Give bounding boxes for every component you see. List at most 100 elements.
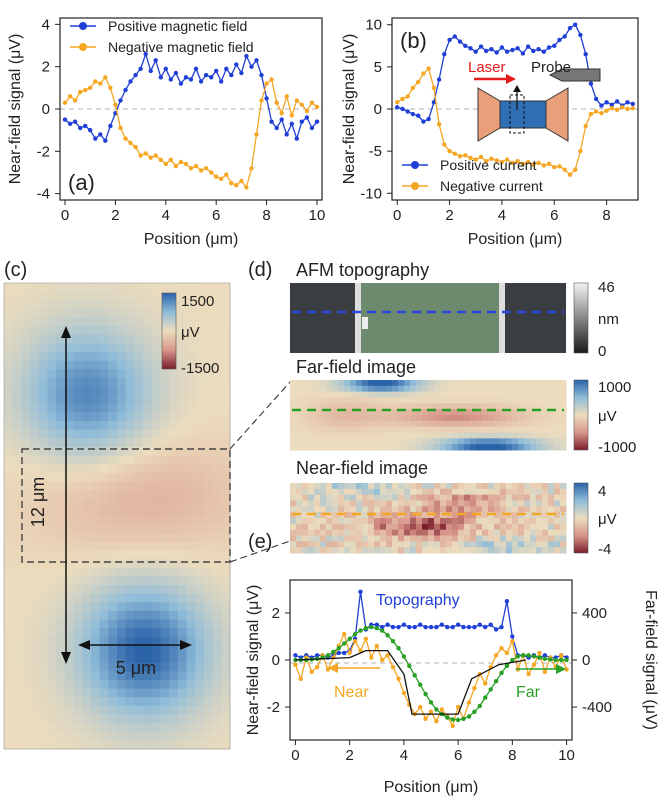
heatmap-cell [542, 512, 549, 519]
heatmap-cell [494, 409, 501, 416]
heatmap-cell [326, 512, 333, 519]
heatmap-cell [82, 498, 92, 508]
heatmap-cell [203, 550, 214, 560]
heatmap-cell [117, 429, 127, 439]
heatmap-cell [143, 507, 153, 517]
heatmap-cell [195, 490, 205, 500]
data-point [416, 79, 421, 85]
heatmap-cell [134, 516, 144, 526]
heatmap-cell [160, 464, 170, 474]
heatmap-cell [398, 518, 405, 525]
heatmap-cell [308, 432, 315, 439]
heatmap-cell [470, 380, 477, 387]
data-point [163, 161, 168, 167]
heatmap-cell [134, 723, 144, 733]
data-point [143, 51, 148, 57]
heatmap-cell [464, 518, 471, 525]
heatmap-cell [108, 429, 118, 439]
heatmap-cell [554, 403, 561, 410]
heatmap-cell [374, 432, 381, 439]
heatmap-cell [356, 494, 363, 501]
heatmap-cell [422, 518, 429, 525]
heatmap-cell [464, 409, 471, 416]
heatmap-cell [212, 291, 222, 301]
heatmap-cell [38, 714, 48, 724]
heatmap-cell [464, 385, 471, 393]
heatmap-cell [47, 550, 57, 560]
data-point [314, 119, 320, 124]
heatmap-cell [314, 500, 321, 507]
heatmap-cell [368, 483, 375, 490]
data-point [78, 125, 83, 131]
heatmap-cell [47, 403, 57, 413]
heatmap-cell [90, 446, 101, 457]
heatmap-cell [296, 529, 303, 536]
heatmap-cell [134, 308, 144, 319]
heatmap-cell [440, 512, 447, 519]
heatmap-cell [221, 317, 231, 327]
heatmap-cell [464, 500, 471, 507]
x-tick-label: 10 [558, 747, 575, 764]
data-point [396, 676, 401, 681]
heatmap-cell [30, 343, 40, 353]
heatmap-cell [117, 455, 127, 465]
heatmap-cell [452, 391, 459, 398]
heatmap-cell [428, 444, 435, 451]
heatmap-cell [108, 593, 118, 603]
heatmap-cell [338, 483, 345, 490]
heatmap-cell [143, 308, 153, 319]
heatmap-cell [169, 628, 179, 638]
heatmap-cell [428, 409, 435, 416]
panel-c-cbar-min: -1500 [181, 360, 219, 377]
data-point [416, 113, 421, 118]
heatmap-cell [169, 438, 179, 448]
heatmap-cell [99, 671, 109, 681]
heatmap-cell [73, 585, 83, 595]
device-contact-right [545, 87, 569, 142]
heatmap-cell [117, 645, 127, 655]
heatmap-cell [221, 636, 231, 646]
heatmap-cell [4, 403, 14, 413]
heatmap-cell [4, 585, 14, 595]
heatmap-cell [380, 483, 387, 490]
heatmap-cell [548, 512, 555, 519]
heatmap-cell [542, 523, 549, 531]
heatmap-cell [548, 541, 555, 548]
heatmap-cell [4, 490, 14, 500]
heatmap-cell [434, 409, 441, 416]
heatmap-cell [169, 671, 179, 681]
far-annotation-label: Far [516, 684, 541, 701]
heatmap-cell [99, 360, 109, 370]
data-point [499, 646, 504, 651]
heatmap-cell [488, 409, 495, 416]
heatmap-cell [350, 420, 357, 428]
data-point [401, 654, 407, 659]
heatmap-cell [99, 585, 109, 595]
heatmap-cell [554, 529, 561, 536]
heatmap-cell [30, 654, 40, 664]
heatmap-cell [332, 494, 339, 501]
heatmap-cell [73, 567, 83, 577]
heatmap-cell [108, 671, 118, 681]
heatmap-cell [440, 391, 447, 398]
heatmap-cell [326, 403, 333, 410]
panel-b-ylabel: Near-field signal (μV) [341, 34, 358, 185]
heatmap-cell [169, 403, 179, 413]
heatmap-cell [446, 512, 453, 519]
heatmap-cell [12, 377, 22, 388]
heatmap-cell [177, 386, 188, 396]
x-tick-label: 2 [345, 747, 353, 764]
heatmap-cell [169, 472, 179, 482]
heatmap-cell [524, 506, 531, 513]
heatmap-cell [356, 488, 363, 496]
heatmap-cell [195, 662, 205, 672]
heatmap-cell [314, 512, 321, 519]
heatmap-cell [134, 403, 144, 413]
data-point [434, 624, 439, 630]
heatmap-cell [195, 352, 205, 362]
heatmap-cell [56, 541, 66, 552]
heatmap-cell [398, 547, 405, 554]
heatmap-cell [169, 498, 179, 508]
heatmap-cell [428, 403, 435, 410]
heatmap-cell [470, 500, 477, 507]
